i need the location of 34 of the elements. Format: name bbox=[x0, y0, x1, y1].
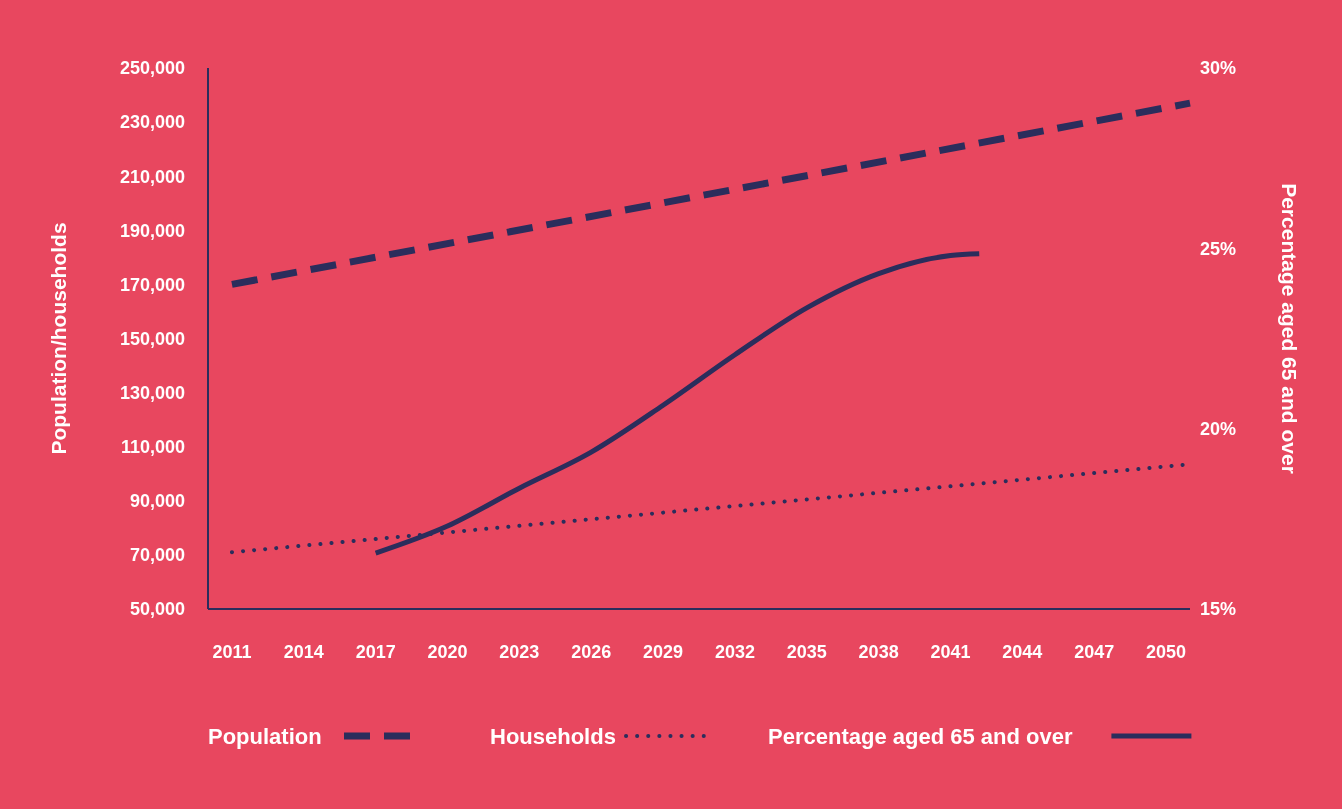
y-tick-label: 50,000 bbox=[129, 599, 185, 620]
x-tick-label: 2035 bbox=[786, 642, 827, 663]
y-tick-label: 230,000 bbox=[119, 112, 185, 133]
y-tick-label: 70,000 bbox=[129, 545, 185, 566]
x-tick-label: 2023 bbox=[499, 642, 540, 663]
x-tick-label: 2029 bbox=[643, 642, 684, 663]
y-axis-title: Population/households bbox=[47, 222, 70, 455]
y-tick-label: 210,000 bbox=[119, 166, 185, 187]
x-tick-label: 2038 bbox=[858, 642, 899, 663]
y-tick-label: 130,000 bbox=[119, 382, 185, 403]
x-tick-label: 2017 bbox=[355, 642, 396, 663]
y2-tick-label: 30% bbox=[1200, 58, 1237, 79]
y-tick-label: 150,000 bbox=[119, 328, 185, 349]
y2-tick-label: 25% bbox=[1200, 238, 1237, 259]
y-tick-label: 250,000 bbox=[119, 58, 185, 79]
y-tick-label: 110,000 bbox=[120, 437, 185, 457]
legend-label: Households bbox=[490, 723, 616, 749]
x-tick-label: 2011 bbox=[212, 642, 252, 663]
legend-label: Population bbox=[208, 723, 322, 749]
y-tick-label: 190,000 bbox=[119, 220, 185, 241]
y-tick-label: 170,000 bbox=[119, 274, 185, 295]
legend-label: Percentage aged 65 and over bbox=[768, 723, 1073, 749]
x-tick-label: 2020 bbox=[427, 642, 468, 663]
x-tick-label: 2050 bbox=[1146, 642, 1187, 663]
x-tick-label: 2026 bbox=[571, 642, 612, 663]
x-tick-label: 2044 bbox=[1002, 642, 1043, 663]
y-tick-label: 90,000 bbox=[129, 491, 185, 512]
x-tick-label: 2014 bbox=[283, 642, 324, 663]
y2-axis-title: Percentage aged 65 and over bbox=[1278, 183, 1301, 474]
x-tick-label: 2032 bbox=[714, 642, 755, 663]
x-tick-label: 2047 bbox=[1074, 642, 1115, 663]
y2-tick-label: 20% bbox=[1200, 418, 1237, 439]
x-tick-label: 2041 bbox=[930, 642, 971, 663]
y2-tick-label: 15% bbox=[1200, 599, 1237, 620]
